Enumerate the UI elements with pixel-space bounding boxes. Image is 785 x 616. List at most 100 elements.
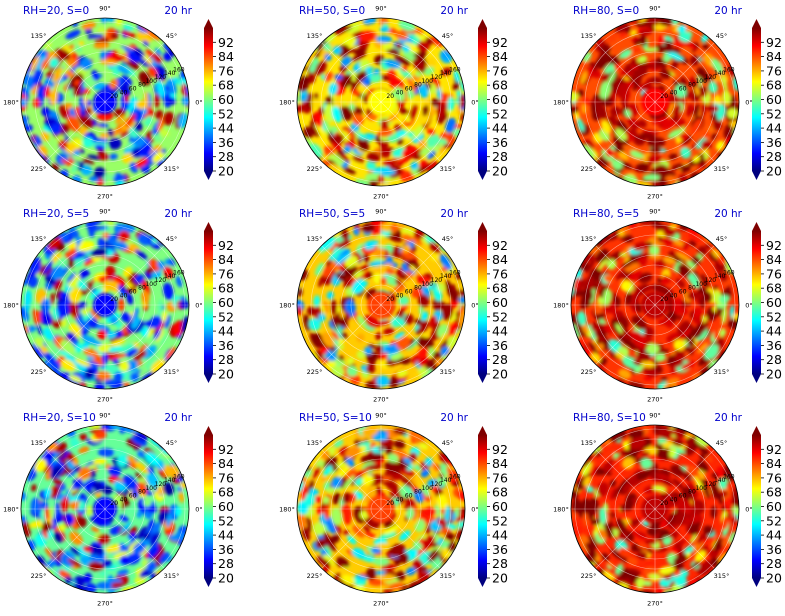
- heatmap-cell: [142, 496, 152, 508]
- heatmap-cell: [426, 128, 436, 136]
- heatmap-cell: [357, 271, 369, 280]
- colorbar-tick-label: 68: [492, 281, 508, 296]
- polar-grid: [297, 18, 465, 186]
- heatmap-cell: [577, 311, 587, 326]
- heatmap-cell: [123, 506, 136, 515]
- heatmap-cell: [426, 160, 439, 172]
- angle-tick-label: 225°: [307, 165, 323, 173]
- colorbar-tick-label: 28: [766, 352, 782, 367]
- heatmap-cell: [585, 258, 596, 274]
- heatmap-cell: [645, 18, 661, 26]
- heatmap-cell: [611, 58, 619, 65]
- heatmap-cell: [685, 499, 693, 515]
- heatmap-cell: [673, 297, 682, 315]
- heatmap-cell: [49, 57, 59, 68]
- heatmap-cell: [688, 523, 700, 536]
- heatmap-cell: [362, 474, 374, 486]
- colorbar-tick-label: 84: [766, 49, 782, 64]
- heatmap-cell: [658, 176, 666, 186]
- heatmap-cell: [68, 44, 75, 50]
- colorbar-tick-label: 44: [766, 121, 782, 136]
- heatmap-cell: [704, 344, 719, 360]
- heatmap-cell: [699, 446, 710, 456]
- heatmap-cell: [364, 240, 380, 247]
- radial-tick-label: 20: [660, 93, 668, 100]
- heatmap-cell: [401, 145, 417, 157]
- heatmap-cell: [172, 77, 179, 84]
- heatmap-cell: [702, 482, 711, 499]
- heatmap-cell: [78, 500, 85, 512]
- heatmap-cell: [401, 65, 408, 72]
- angle-tick-label: 45°: [442, 235, 454, 243]
- angle-tick-label: 135°: [31, 235, 47, 243]
- heatmap-cell: [676, 320, 690, 336]
- heatmap-cell: [403, 314, 414, 325]
- heatmap-cell: [116, 65, 130, 75]
- heatmap-cell: [104, 265, 116, 278]
- radial-tick-label: 160: [449, 66, 461, 73]
- heatmap-cell: [602, 28, 615, 39]
- colorbar-extend-max: [204, 19, 213, 28]
- colorbar-tick-label: 44: [218, 528, 234, 543]
- heatmap-cell: [149, 530, 160, 546]
- radial-tick-label: 120: [155, 277, 167, 284]
- heatmap-cell: [58, 372, 70, 381]
- heatmap-cell: [24, 289, 32, 308]
- colorbar-tick-label: 76: [766, 470, 782, 485]
- heatmap-cell: [117, 284, 128, 295]
- heatmap-cell: [710, 132, 717, 141]
- angle-tick-label: 225°: [31, 368, 47, 376]
- heatmap-cell: [677, 314, 683, 321]
- heatmap-cell: [424, 57, 437, 69]
- heatmap-cell: [607, 561, 615, 569]
- heatmap-cell: [66, 115, 81, 132]
- heatmap-cell: [151, 238, 158, 244]
- radial-tick-label: 60: [129, 493, 137, 500]
- angle-tick-label: 45°: [716, 32, 728, 40]
- radial-tick-label: 40: [120, 292, 128, 299]
- radial-tick-label: 80: [688, 489, 696, 496]
- colorbar-tick-label: 28: [766, 149, 782, 164]
- colorbar-extend-min: [204, 374, 213, 383]
- heatmap-cell: [640, 457, 653, 469]
- colorbar-tick-label: 68: [218, 485, 234, 500]
- heatmap-cell: [118, 230, 130, 243]
- colorbar-tick-label: 52: [492, 513, 508, 528]
- radial-tick-label: 40: [396, 89, 404, 96]
- heatmap-cell: [67, 241, 77, 251]
- radial-tick-label: 20: [110, 500, 118, 507]
- heatmap-cell: [399, 67, 412, 80]
- heatmap-cell: [71, 154, 83, 162]
- heatmap-cell: [676, 251, 691, 262]
- heatmap-cell: [331, 476, 342, 489]
- heatmap-cell: [352, 113, 364, 126]
- colorbar-tick-label: 60: [218, 92, 234, 107]
- heatmap-cell: [691, 93, 699, 101]
- heatmap-cell: [44, 352, 57, 365]
- heatmap-cell: [577, 89, 584, 97]
- heatmap-cell: [694, 86, 700, 96]
- heatmap-cell: [606, 259, 617, 270]
- colorbar-extend-max: [478, 19, 487, 28]
- heatmap-cell: [125, 113, 136, 127]
- heatmap-cell: [122, 475, 138, 490]
- heatmap-cell: [96, 581, 113, 590]
- colorbar-extend-max: [752, 426, 761, 435]
- radial-tick-label: 100: [695, 281, 707, 288]
- heatmap-cell: [323, 42, 332, 52]
- heatmap-cell: [364, 66, 374, 72]
- heatmap-cell: [78, 240, 95, 252]
- radial-tick-label: 100: [145, 78, 157, 85]
- angle-tick-label: 0°: [195, 302, 202, 310]
- heatmap-cell: [718, 295, 730, 304]
- heatmap-cell: [138, 343, 148, 353]
- heatmap-cell: [54, 502, 60, 518]
- heatmap-cell: [409, 103, 418, 120]
- heatmap-cell: [432, 462, 440, 472]
- radial-tick-label: 140: [714, 70, 726, 77]
- heatmap-cell: [580, 71, 588, 85]
- heatmap-cell: [82, 341, 90, 350]
- heatmap-cell: [436, 102, 447, 118]
- heatmap-cell: [602, 570, 615, 580]
- heatmap-cell: [178, 491, 185, 503]
